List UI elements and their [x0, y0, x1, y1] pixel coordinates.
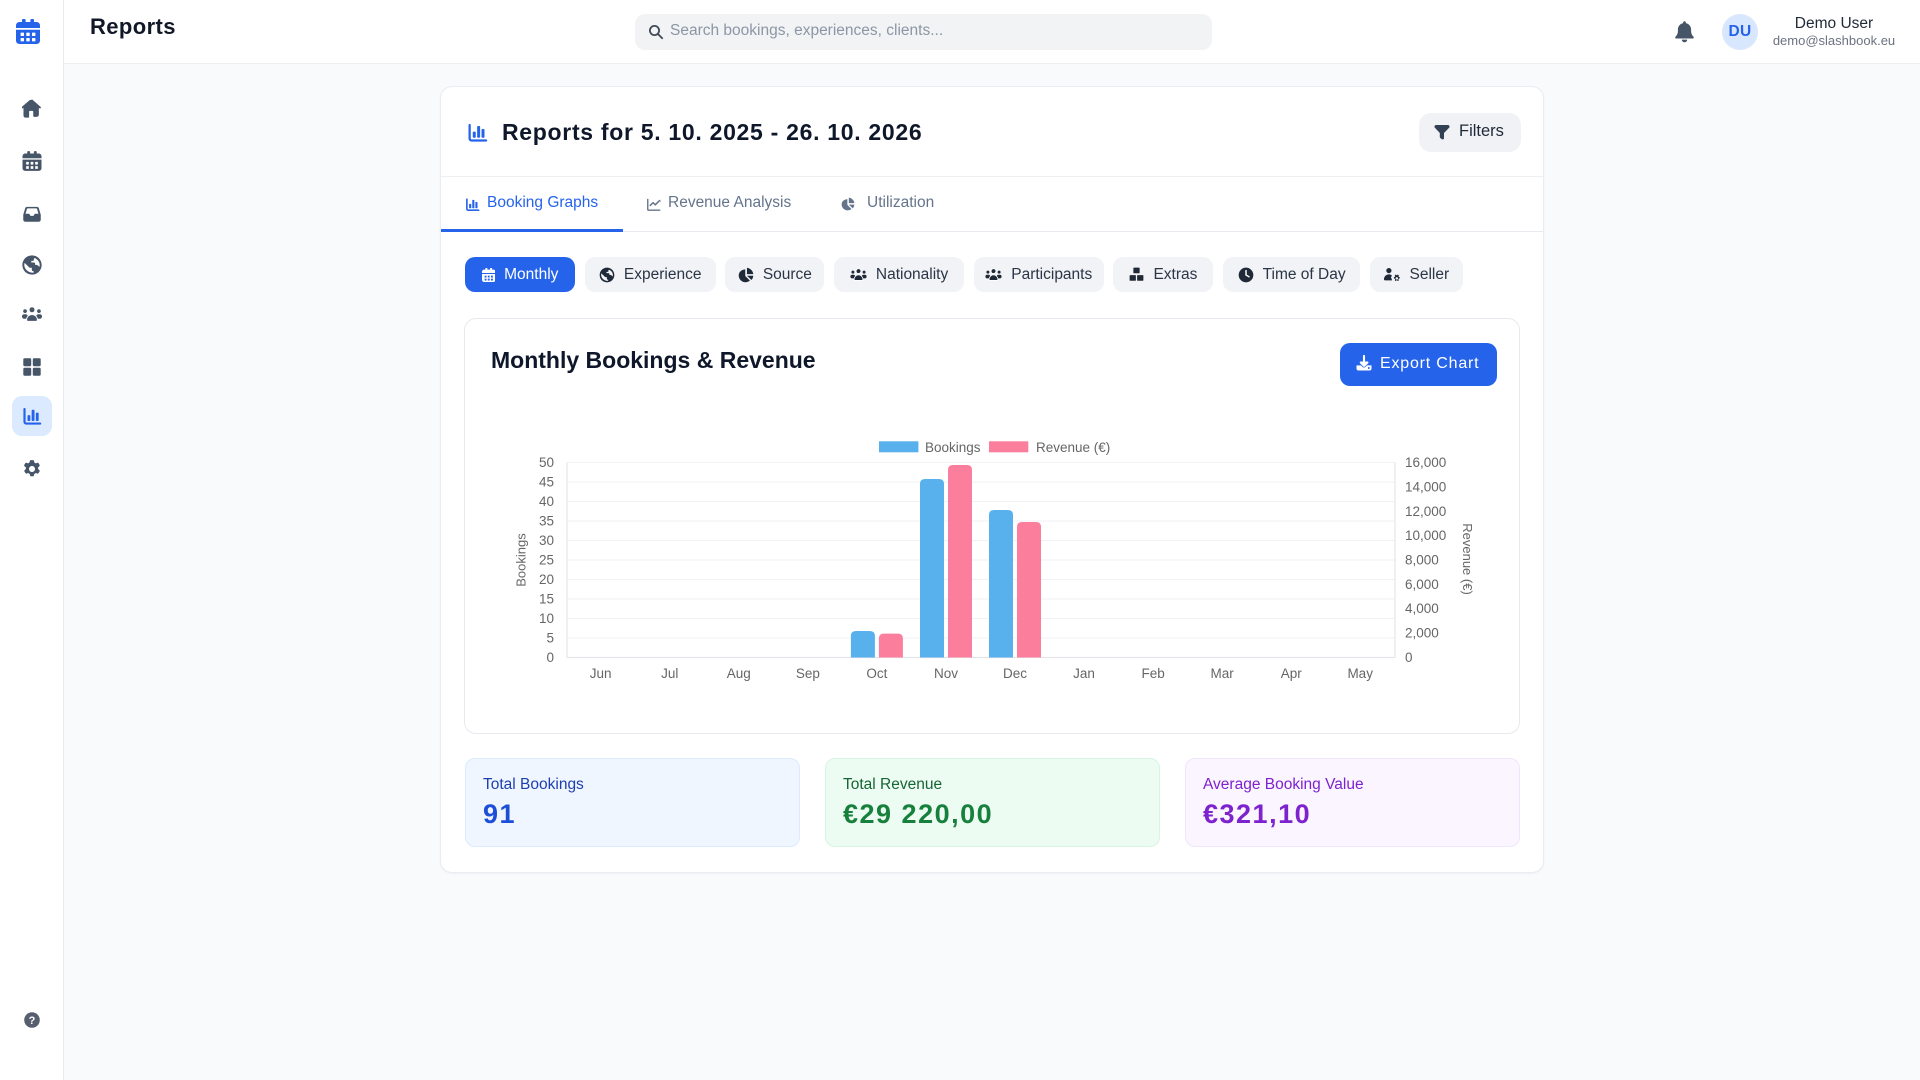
svg-text:0: 0: [1405, 650, 1413, 665]
svg-text:May: May: [1347, 666, 1373, 681]
svg-text:Dec: Dec: [1003, 666, 1027, 681]
svg-text:35: 35: [539, 514, 554, 529]
svg-text:10: 10: [539, 611, 554, 626]
svg-text:12,000: 12,000: [1405, 504, 1446, 519]
svg-text:0: 0: [546, 650, 554, 665]
svg-text:Feb: Feb: [1141, 666, 1164, 681]
svg-text:8,000: 8,000: [1405, 553, 1439, 568]
svg-text:10,000: 10,000: [1405, 528, 1446, 543]
svg-text:45: 45: [539, 475, 554, 490]
svg-text:5: 5: [546, 631, 554, 646]
svg-text:Apr: Apr: [1281, 666, 1303, 681]
svg-text:Bookings: Bookings: [925, 440, 981, 455]
svg-text:30: 30: [539, 533, 554, 548]
svg-text:4,000: 4,000: [1405, 601, 1439, 616]
svg-text:50: 50: [539, 455, 554, 470]
svg-text:40: 40: [539, 494, 554, 509]
svg-text:15: 15: [539, 592, 554, 607]
svg-text:Revenue (€): Revenue (€): [1036, 440, 1110, 455]
svg-text:Bookings: Bookings: [514, 533, 529, 587]
svg-text:16,000: 16,000: [1405, 455, 1446, 470]
svg-text:?: ?: [28, 1015, 35, 1027]
svg-text:20: 20: [539, 572, 554, 587]
svg-text:14,000: 14,000: [1405, 479, 1446, 494]
svg-text:2,000: 2,000: [1405, 626, 1439, 641]
svg-text:Jan: Jan: [1073, 666, 1095, 681]
svg-text:Oct: Oct: [866, 666, 887, 681]
svg-text:25: 25: [539, 553, 554, 568]
svg-text:Jun: Jun: [590, 666, 612, 681]
svg-text:Nov: Nov: [934, 666, 958, 681]
svg-text:Sep: Sep: [796, 666, 820, 681]
svg-text:Jul: Jul: [661, 666, 678, 681]
svg-text:Revenue (€): Revenue (€): [1460, 523, 1475, 595]
svg-text:6,000: 6,000: [1405, 577, 1439, 592]
svg-text:Aug: Aug: [727, 666, 751, 681]
svg-text:Mar: Mar: [1210, 666, 1234, 681]
